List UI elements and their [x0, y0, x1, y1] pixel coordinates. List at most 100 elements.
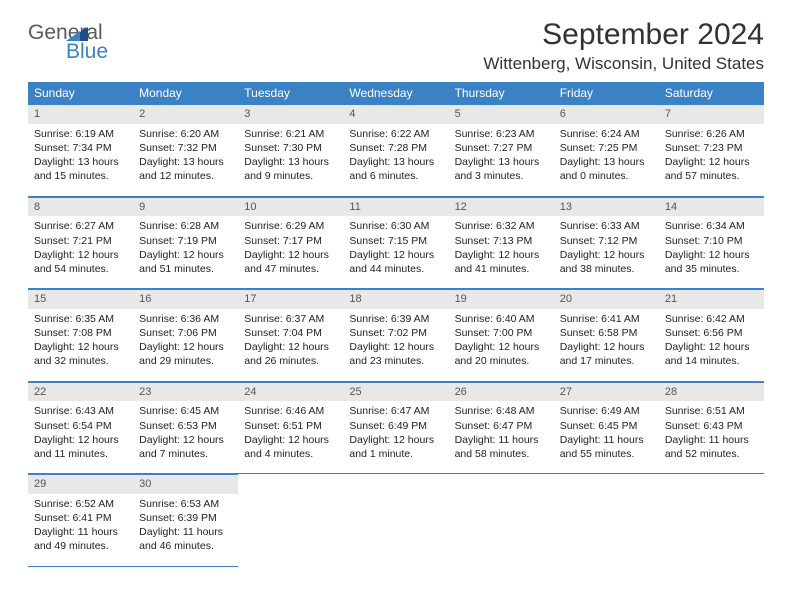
sunrise-line: Sunrise: 6:47 AM: [349, 404, 442, 418]
col-thursday: Thursday: [449, 82, 554, 104]
daylight-line-1: Daylight: 11 hours: [34, 525, 127, 539]
day-cell: 4Sunrise: 6:22 AMSunset: 7:28 PMDaylight…: [343, 104, 448, 196]
sunrise-line: Sunrise: 6:32 AM: [455, 219, 548, 233]
daylight-line-2: and 57 minutes.: [665, 169, 758, 183]
day-cell: 25Sunrise: 6:47 AMSunset: 6:49 PMDayligh…: [343, 381, 448, 474]
sunrise-line: Sunrise: 6:51 AM: [665, 404, 758, 418]
day-number: 6: [554, 104, 659, 124]
day-body: Sunrise: 6:34 AMSunset: 7:10 PMDaylight:…: [659, 216, 764, 288]
sunset-line: Sunset: 7:25 PM: [560, 141, 653, 155]
daylight-line-1: Daylight: 13 hours: [244, 155, 337, 169]
day-body: Sunrise: 6:43 AMSunset: 6:54 PMDaylight:…: [28, 401, 133, 473]
week-row: 15Sunrise: 6:35 AMSunset: 7:08 PMDayligh…: [28, 289, 764, 382]
day-body: Sunrise: 6:30 AMSunset: 7:15 PMDaylight:…: [343, 216, 448, 288]
day-body: Sunrise: 6:35 AMSunset: 7:08 PMDaylight:…: [28, 309, 133, 381]
week-row: 22Sunrise: 6:43 AMSunset: 6:54 PMDayligh…: [28, 381, 764, 474]
day-cell: 28Sunrise: 6:51 AMSunset: 6:43 PMDayligh…: [659, 381, 764, 474]
sunset-line: Sunset: 7:08 PM: [34, 326, 127, 340]
daylight-line-1: Daylight: 13 hours: [560, 155, 653, 169]
day-cell: ..: [238, 474, 343, 567]
daylight-line-1: Daylight: 12 hours: [244, 248, 337, 262]
day-body: Sunrise: 6:52 AMSunset: 6:41 PMDaylight:…: [28, 494, 133, 566]
day-cell: 18Sunrise: 6:39 AMSunset: 7:02 PMDayligh…: [343, 289, 448, 382]
sunset-line: Sunset: 6:47 PM: [455, 419, 548, 433]
daylight-line-2: and 26 minutes.: [244, 354, 337, 368]
sunset-line: Sunset: 7:13 PM: [455, 234, 548, 248]
sunset-line: Sunset: 6:45 PM: [560, 419, 653, 433]
col-tuesday: Tuesday: [238, 82, 343, 104]
sunset-line: Sunset: 7:10 PM: [665, 234, 758, 248]
day-body: Sunrise: 6:45 AMSunset: 6:53 PMDaylight:…: [133, 401, 238, 473]
sunset-line: Sunset: 7:21 PM: [34, 234, 127, 248]
daylight-line-2: and 32 minutes.: [34, 354, 127, 368]
daylight-line-2: and 4 minutes.: [244, 447, 337, 461]
day-cell: 1Sunrise: 6:19 AMSunset: 7:34 PMDaylight…: [28, 104, 133, 196]
sunrise-line: Sunrise: 6:41 AM: [560, 312, 653, 326]
day-number: 7: [659, 104, 764, 124]
day-cell: 22Sunrise: 6:43 AMSunset: 6:54 PMDayligh…: [28, 381, 133, 474]
day-number: 22: [28, 382, 133, 402]
day-body: Sunrise: 6:37 AMSunset: 7:04 PMDaylight:…: [238, 309, 343, 381]
sunrise-line: Sunrise: 6:27 AM: [34, 219, 127, 233]
day-number: 4: [343, 104, 448, 124]
day-cell: 8Sunrise: 6:27 AMSunset: 7:21 PMDaylight…: [28, 196, 133, 289]
day-body: Sunrise: 6:42 AMSunset: 6:56 PMDaylight:…: [659, 309, 764, 381]
day-number: 28: [659, 382, 764, 402]
daylight-line-2: and 15 minutes.: [34, 169, 127, 183]
sunset-line: Sunset: 7:27 PM: [455, 141, 548, 155]
day-body: Sunrise: 6:51 AMSunset: 6:43 PMDaylight:…: [659, 401, 764, 473]
daylight-line-2: and 35 minutes.: [665, 262, 758, 276]
title-block: September 2024 Wittenberg, Wisconsin, Un…: [483, 18, 764, 74]
day-number: 18: [343, 289, 448, 309]
daylight-line-1: Daylight: 12 hours: [244, 433, 337, 447]
weekday-header-row: Sunday Monday Tuesday Wednesday Thursday…: [28, 82, 764, 104]
day-body: Sunrise: 6:36 AMSunset: 7:06 PMDaylight:…: [133, 309, 238, 381]
day-number: 12: [449, 197, 554, 217]
day-body: Sunrise: 6:40 AMSunset: 7:00 PMDaylight:…: [449, 309, 554, 381]
day-body: Sunrise: 6:29 AMSunset: 7:17 PMDaylight:…: [238, 216, 343, 288]
sunset-line: Sunset: 7:12 PM: [560, 234, 653, 248]
day-number: 17: [238, 289, 343, 309]
daylight-line-2: and 47 minutes.: [244, 262, 337, 276]
sunrise-line: Sunrise: 6:19 AM: [34, 127, 127, 141]
sunrise-line: Sunrise: 6:34 AM: [665, 219, 758, 233]
day-number: 15: [28, 289, 133, 309]
col-saturday: Saturday: [659, 82, 764, 104]
day-number: 1: [28, 104, 133, 124]
daylight-line-1: Daylight: 13 hours: [139, 155, 232, 169]
logo: General Blue: [28, 24, 88, 62]
sunrise-line: Sunrise: 6:43 AM: [34, 404, 127, 418]
sunrise-line: Sunrise: 6:23 AM: [455, 127, 548, 141]
daylight-line-1: Daylight: 11 hours: [560, 433, 653, 447]
daylight-line-1: Daylight: 12 hours: [560, 340, 653, 354]
day-body: Sunrise: 6:53 AMSunset: 6:39 PMDaylight:…: [133, 494, 238, 566]
sunset-line: Sunset: 7:30 PM: [244, 141, 337, 155]
sunset-line: Sunset: 6:39 PM: [139, 511, 232, 525]
sunrise-line: Sunrise: 6:33 AM: [560, 219, 653, 233]
col-wednesday: Wednesday: [343, 82, 448, 104]
daylight-line-2: and 1 minute.: [349, 447, 442, 461]
sunrise-line: Sunrise: 6:20 AM: [139, 127, 232, 141]
daylight-line-2: and 6 minutes.: [349, 169, 442, 183]
daylight-line-1: Daylight: 13 hours: [455, 155, 548, 169]
daylight-line-2: and 17 minutes.: [560, 354, 653, 368]
day-cell: 16Sunrise: 6:36 AMSunset: 7:06 PMDayligh…: [133, 289, 238, 382]
day-number: 10: [238, 197, 343, 217]
sunset-line: Sunset: 6:49 PM: [349, 419, 442, 433]
day-number: 26: [449, 382, 554, 402]
day-cell: 3Sunrise: 6:21 AMSunset: 7:30 PMDaylight…: [238, 104, 343, 196]
daylight-line-2: and 29 minutes.: [139, 354, 232, 368]
sunset-line: Sunset: 7:06 PM: [139, 326, 232, 340]
day-cell: 21Sunrise: 6:42 AMSunset: 6:56 PMDayligh…: [659, 289, 764, 382]
day-cell: ..: [659, 474, 764, 567]
day-cell: 27Sunrise: 6:49 AMSunset: 6:45 PMDayligh…: [554, 381, 659, 474]
day-body: Sunrise: 6:47 AMSunset: 6:49 PMDaylight:…: [343, 401, 448, 473]
day-body: Sunrise: 6:19 AMSunset: 7:34 PMDaylight:…: [28, 124, 133, 196]
daylight-line-2: and 11 minutes.: [34, 447, 127, 461]
daylight-line-1: Daylight: 12 hours: [349, 340, 442, 354]
day-cell: 2Sunrise: 6:20 AMSunset: 7:32 PMDaylight…: [133, 104, 238, 196]
week-row: 8Sunrise: 6:27 AMSunset: 7:21 PMDaylight…: [28, 196, 764, 289]
daylight-line-1: Daylight: 12 hours: [139, 433, 232, 447]
sunset-line: Sunset: 6:51 PM: [244, 419, 337, 433]
day-number: 14: [659, 197, 764, 217]
